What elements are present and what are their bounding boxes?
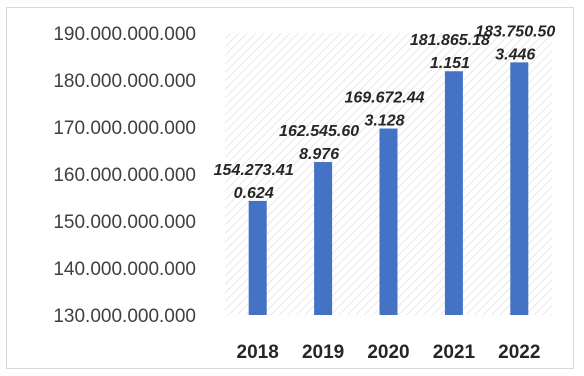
data-label-line: 1.151: [430, 55, 470, 72]
data-label-line: 162.545.60: [279, 123, 359, 140]
bar-2022: [510, 62, 529, 315]
data-label: 154.273.41 0.624: [214, 162, 294, 202]
y-tick-label: 180.000.000.000: [53, 71, 196, 92]
y-axis: 130.000.000.000 140.000.000.000 150.000.00…: [53, 24, 196, 327]
bar-2018: [248, 200, 267, 315]
y-tick-label: 160.000.000.000: [53, 165, 196, 186]
data-label-line: 8.976: [299, 146, 339, 163]
bar-2019: [314, 162, 333, 315]
x-axis: 2018 2019 2020 2021 2022: [237, 342, 541, 363]
x-tick-label: 2020: [367, 342, 409, 363]
data-label-line: 3.446: [495, 46, 535, 63]
y-tick-label: 130.000.000.000: [53, 306, 196, 327]
data-label-line: 0.624: [234, 185, 274, 202]
x-tick-label: 2018: [237, 342, 279, 363]
data-label-line: 183.750.50: [475, 23, 555, 40]
data-labels: 154.273.41 0.624 162.545.60 8.976 169.672.44…: [214, 23, 556, 202]
bar-2021: [444, 71, 463, 316]
data-label: 162.545.60 8.976: [279, 123, 359, 163]
data-label-line: 181.865.18: [410, 32, 490, 49]
x-tick-label: 2019: [302, 342, 344, 363]
data-label: 169.672.44 3.128: [344, 90, 424, 130]
y-tick-label: 140.000.000.000: [53, 259, 196, 280]
data-label: 183.750.50 3.446: [475, 23, 555, 63]
x-tick-label: 2021: [433, 342, 476, 363]
x-tick-label: 2022: [498, 342, 540, 363]
data-label-line: 169.672.44: [344, 90, 424, 107]
data-label-line: 3.128: [364, 113, 404, 130]
data-label-line: 154.273.41: [214, 162, 294, 179]
bar-2020: [379, 128, 398, 315]
y-tick-label: 150.000.000.000: [53, 212, 196, 233]
y-tick-label: 190.000.000.000: [53, 24, 196, 45]
y-tick-label: 170.000.000.000: [53, 118, 196, 139]
bar-series: [248, 62, 529, 316]
data-label: 181.865.18 1.151: [410, 32, 490, 72]
